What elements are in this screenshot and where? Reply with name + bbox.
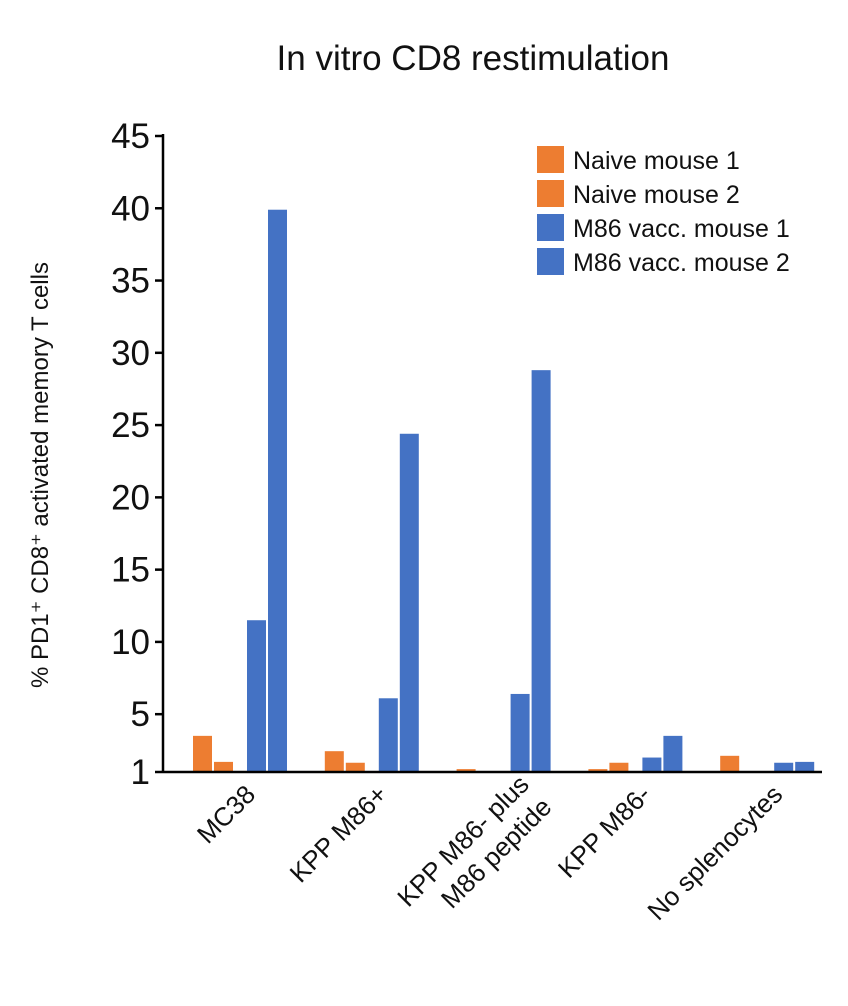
y-tick-label: 5 [131,695,150,734]
legend-label: Naive mouse 1 [573,147,740,175]
bar-naive-mouse-2-0 [214,761,233,772]
bar-m86-vacc-mouse-1-2 [510,693,530,772]
bar-m86-vacc-mouse-2-3 [663,735,683,772]
y-tick-label: 1 [131,753,150,792]
y-tick-label: 35 [111,262,150,301]
x-tick-label: KPP M86+ [284,779,393,888]
y-tick-label: 40 [111,189,150,228]
bar-m86-vacc-mouse-1-4 [774,762,794,772]
x-tick-label: KPP M86- plusM86 peptide [391,769,557,935]
legend-swatch [537,146,564,173]
x-tick-label: No splenocytes [641,779,788,926]
bar-m86-vacc-mouse-2-0 [268,209,287,772]
x-ticks-group: MC38 KPP M86+KPP M86- plusM86 peptideKPP … [191,769,788,935]
y-tick-label: 25 [111,406,150,445]
bar-naive-mouse-1-4 [720,755,740,772]
axes-group [161,134,822,774]
bar-m86-vacc-mouse-1-1 [378,698,398,772]
bar-m86-vacc-mouse-2-1 [399,433,419,772]
bar-naive-mouse-1-1 [324,751,344,772]
y-tick-label: 45 [111,117,150,156]
legend-label: Naive mouse 2 [573,181,740,209]
y-tick-label: 15 [111,551,150,590]
legend-swatch [537,248,564,275]
legend-label: M86 vacc. mouse 1 [573,215,790,243]
bar-naive-mouse-2-1 [345,762,365,772]
y-axis-label: % PD1⁺ CD8⁺ activated memory T cells [27,262,54,688]
x-tick-label: MC38 [191,779,261,849]
y-tick-label: 10 [111,623,150,662]
legend-swatch [537,180,564,207]
bar-m86-vacc-mouse-1-0 [247,620,266,772]
bar-m86-vacc-mouse-2-2 [531,370,551,772]
y-tick-label: 30 [111,334,150,373]
bar-m86-vacc-mouse-2-4 [795,761,815,772]
bar-naive-mouse-1-2 [456,769,476,772]
legend: Naive mouse 1 Naive mouse 2 M86 vacc. mous… [537,146,790,277]
bar-naive-mouse-1-3 [588,769,608,772]
bar-naive-mouse-2-3 [609,762,629,772]
chart-title: In vitro CD8 restimulation [277,39,670,78]
bar-m86-vacc-mouse-1-3 [642,757,662,772]
x-tick-label: KPP M86- [552,779,657,884]
legend-label: M86 vacc. mouse 2 [573,249,790,277]
bar-naive-mouse-1-0 [193,735,212,772]
bars-group [193,209,815,772]
legend-swatch [537,214,564,241]
y-tick-label: 20 [111,478,150,517]
